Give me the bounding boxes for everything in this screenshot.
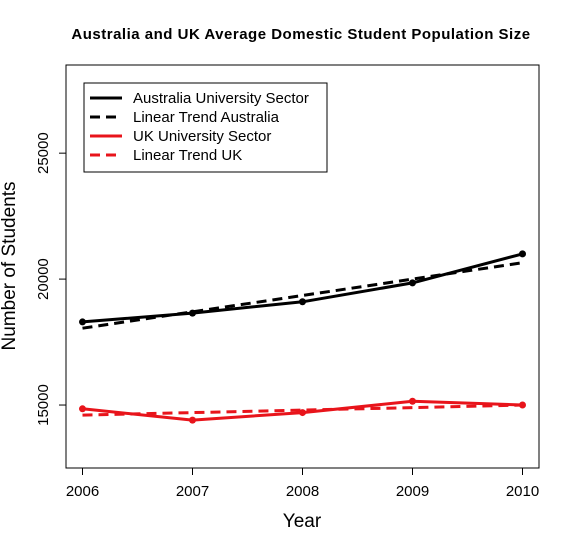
legend: Australia University Sector Linear Trend … xyxy=(83,82,328,173)
legend-label: Linear Trend Australia xyxy=(133,109,280,126)
series-line xyxy=(82,261,523,330)
series-linear-trend-australia xyxy=(82,261,523,330)
series-australia-university-sector xyxy=(79,250,526,326)
data-point xyxy=(299,409,306,417)
data-point xyxy=(519,250,526,258)
y-tick-label: 25000 xyxy=(35,132,52,174)
y-axis-label: Number of Students xyxy=(0,182,20,351)
series-layer xyxy=(79,250,526,424)
legend-label: Australia University Sector xyxy=(133,90,309,107)
data-point xyxy=(189,416,196,424)
y-tick-label: 15000 xyxy=(35,384,52,426)
x-axis-label: Year xyxy=(283,511,322,532)
series-uk-university-sector xyxy=(79,397,526,424)
y-tick-label: 20000 xyxy=(35,258,52,300)
data-point xyxy=(409,397,416,405)
legend-label: UK University Sector xyxy=(133,128,271,145)
x-tick-label: 2007 xyxy=(176,483,209,500)
series-line xyxy=(82,403,523,417)
x-tick-label: 2010 xyxy=(506,483,539,500)
data-point xyxy=(299,298,306,306)
y-axis: 15000 20000 25000 xyxy=(35,132,66,426)
x-axis: 2006 2007 2008 2009 2010 xyxy=(66,468,539,500)
x-tick-label: 2008 xyxy=(286,483,319,500)
chart-title: Australia and UK Average Domestic Studen… xyxy=(71,26,530,43)
x-tick-label: 2006 xyxy=(66,483,99,500)
legend-box xyxy=(83,82,328,173)
legend-label: Linear Trend UK xyxy=(133,147,242,164)
data-point xyxy=(79,318,86,326)
x-tick-label: 2009 xyxy=(396,483,429,500)
data-point xyxy=(409,279,416,287)
data-point xyxy=(79,405,86,413)
series-line xyxy=(82,252,523,324)
series-linear-trend-uk xyxy=(82,403,523,417)
